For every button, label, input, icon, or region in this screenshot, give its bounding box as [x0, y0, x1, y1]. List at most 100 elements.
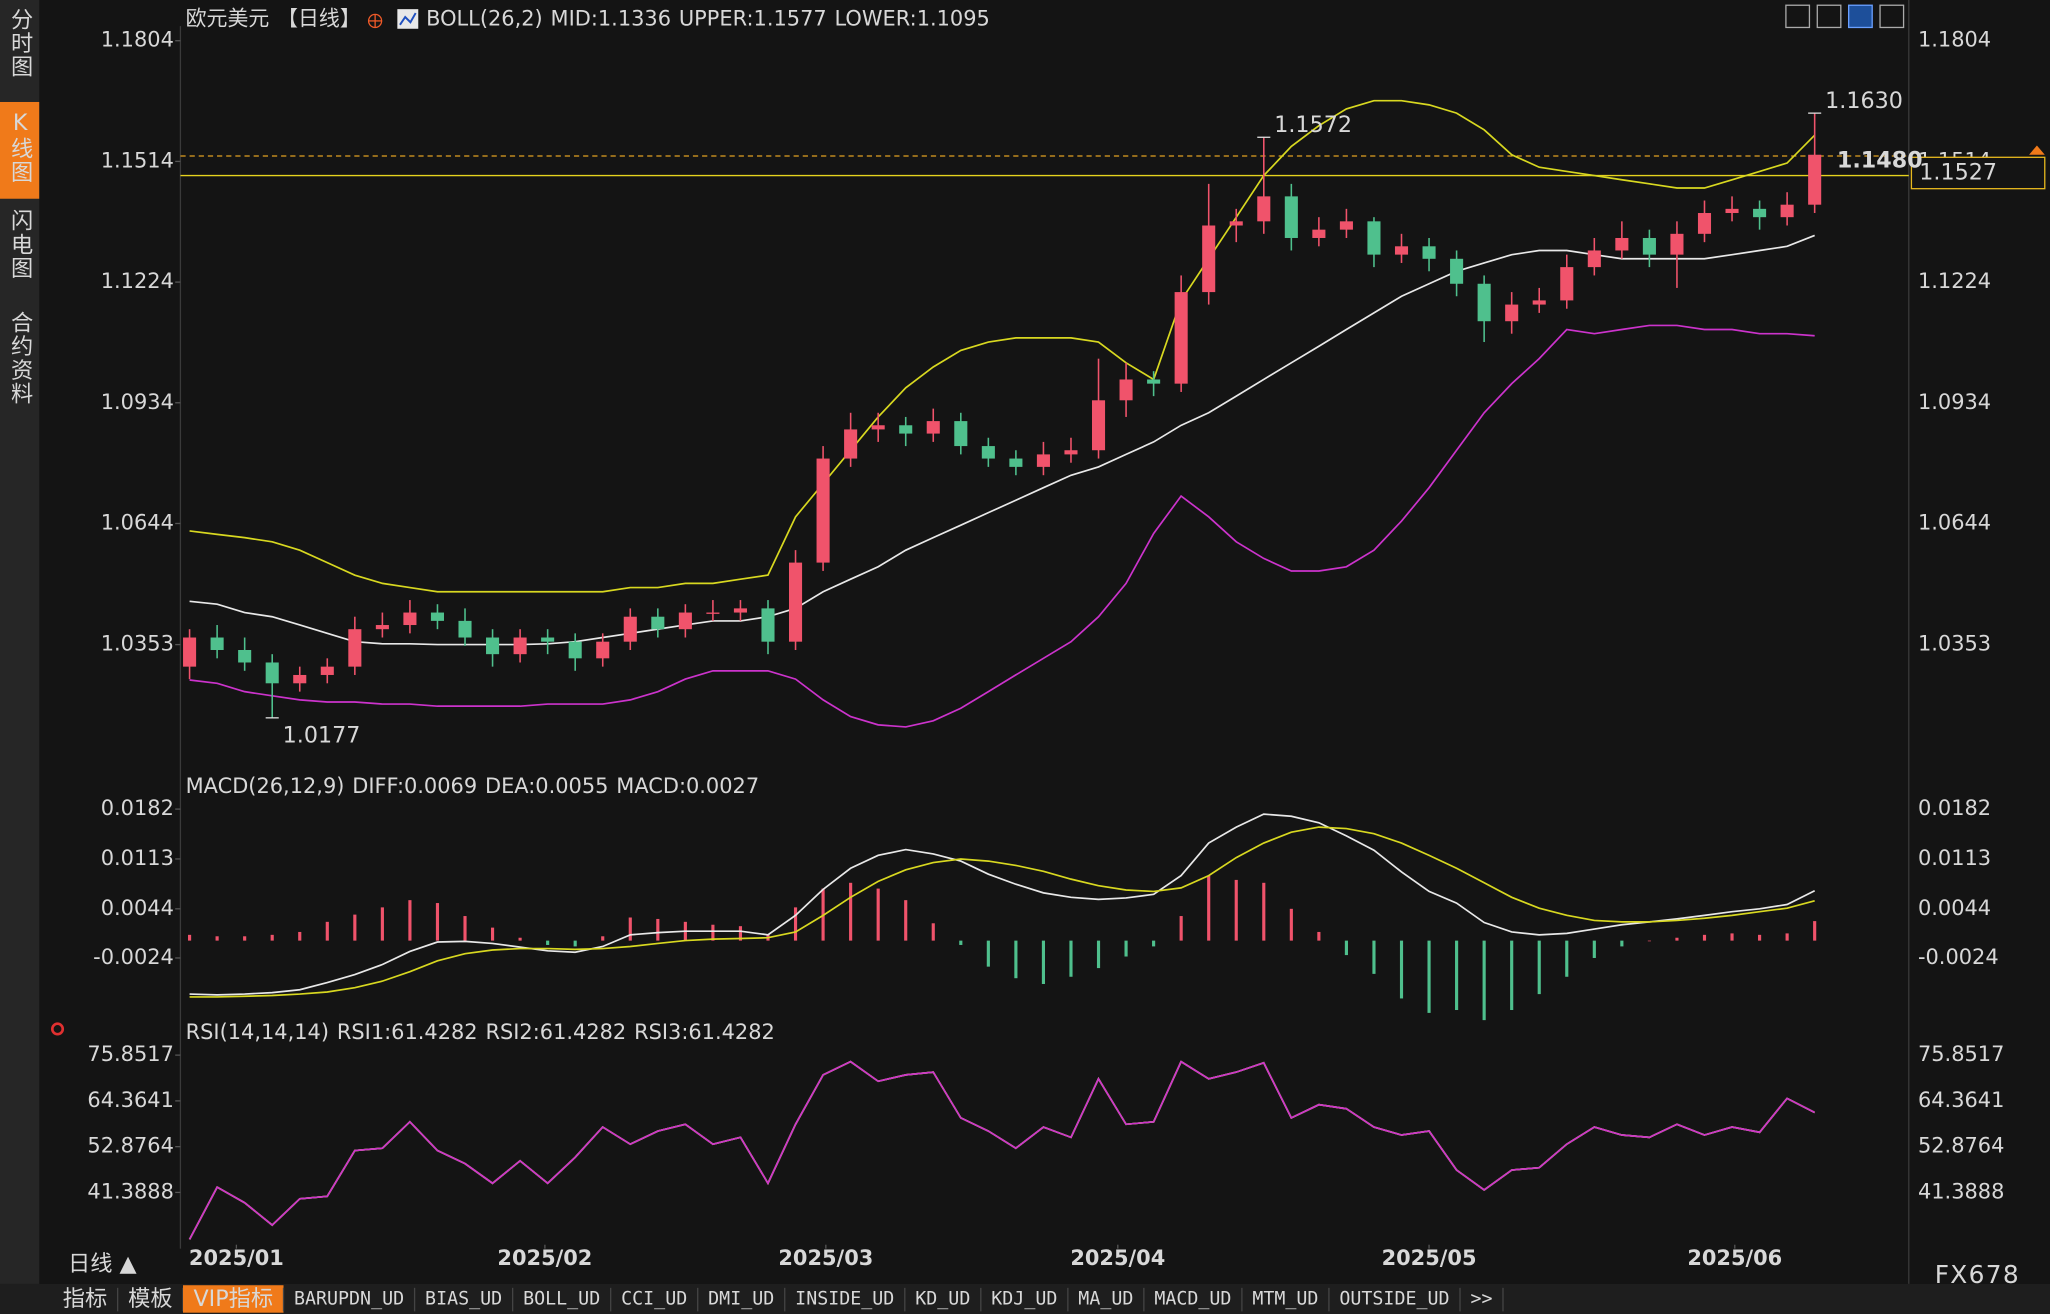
candle-body — [210, 637, 224, 651]
bottom-tab[interactable]: BOLL_UD — [523, 1289, 600, 1310]
candle-body — [1670, 233, 1684, 255]
y-tick-label: 1.1224 — [101, 269, 174, 293]
bottom-tab[interactable]: 模板 — [128, 1286, 172, 1312]
tab-group: KDJ_UD — [991, 1287, 1069, 1312]
x-tick-label: 2025/02 — [497, 1246, 592, 1270]
indicator-line — [189, 826, 1815, 998]
bottom-tab[interactable]: CCI_UD — [621, 1289, 687, 1310]
legend-entry: RSI1:61.4282 — [337, 1020, 478, 1044]
period-toggle[interactable]: 日线 ▲ — [68, 1251, 137, 1277]
macd-bar — [1234, 879, 1238, 941]
candle-body — [954, 421, 968, 447]
candle-body — [789, 562, 803, 642]
y-tick-label: 1.1804 — [101, 28, 174, 52]
icon[interactable] — [1848, 4, 1873, 29]
tab-group: 指标 — [63, 1286, 119, 1312]
tab-group: MA_UD — [1078, 1287, 1145, 1312]
candle-body — [981, 446, 995, 459]
candle-body — [238, 650, 252, 663]
y-tick-label: 75.8517 — [87, 1042, 173, 1066]
bottom-tab[interactable]: BARUPDN_UD — [294, 1289, 404, 1310]
price-box — [1910, 156, 2046, 190]
macd-bar — [1482, 940, 1486, 1021]
legend-entry: RSI3:61.4282 — [634, 1020, 775, 1044]
bottom-tab[interactable]: INSIDE_UD — [795, 1289, 894, 1310]
tab-group: MACD_UD — [1154, 1287, 1243, 1312]
macd-bar — [215, 936, 219, 941]
macd-bar — [1647, 940, 1651, 942]
macd-bar — [1069, 940, 1073, 977]
icon — [50, 1022, 65, 1036]
bottom-tab[interactable]: OUTSIDE_UD — [1339, 1289, 1449, 1310]
tab-group: BARUPDN_UD — [294, 1287, 416, 1312]
bottom-tab[interactable]: MTM_UD — [1252, 1289, 1318, 1310]
sidebar-tab[interactable]: 分时图 — [7, 7, 33, 78]
macd-bar — [380, 907, 384, 941]
candle-body — [1587, 250, 1601, 268]
macd-bar — [573, 940, 577, 947]
sidebar-tab[interactable]: 合约资料 — [7, 311, 33, 406]
macd-bar — [1455, 940, 1459, 1011]
macd-bar — [876, 888, 880, 941]
candle-body — [293, 674, 307, 684]
tab-group: >> — [1470, 1287, 1504, 1312]
bottom-tab[interactable]: BIAS_UD — [425, 1289, 502, 1310]
candle-body — [899, 425, 913, 434]
macd-bar — [904, 900, 908, 941]
candle-body — [1394, 246, 1409, 255]
macd-bar — [1813, 921, 1817, 941]
bottom-tab[interactable]: DMI_UD — [708, 1289, 774, 1310]
macd-bar — [1289, 908, 1293, 941]
candle-body — [1642, 237, 1656, 255]
macd-bar — [353, 914, 357, 941]
bottom-tab[interactable]: VIP指标 — [193, 1286, 273, 1312]
tab-group: MTM_UD — [1252, 1287, 1330, 1312]
bottom-tab[interactable]: MACD_UD — [1154, 1289, 1231, 1310]
tab-bg — [183, 1285, 284, 1313]
candle-body — [1780, 204, 1794, 218]
candle-body — [1202, 225, 1216, 293]
y2-tick-label: 1.1804 — [1918, 28, 1991, 52]
macd-bar — [1675, 937, 1679, 941]
y2-tick-label: 64.3641 — [1918, 1088, 2004, 1112]
macd-bar — [711, 924, 715, 941]
icon[interactable] — [1785, 4, 1811, 29]
macd-bar — [959, 940, 963, 945]
bottom-tab[interactable]: >> — [1470, 1289, 1492, 1310]
candle-body — [513, 637, 527, 655]
extreme-label: 1.1572 — [1274, 112, 1352, 138]
bottom-tab[interactable]: KDJ_UD — [991, 1289, 1057, 1310]
icon[interactable] — [1816, 4, 1842, 29]
candle-body — [1036, 454, 1050, 467]
indicator-icon — [399, 12, 417, 26]
candle-body — [816, 458, 830, 563]
bottom-tab[interactable]: MA_UD — [1078, 1289, 1133, 1310]
macd-bar — [931, 923, 935, 941]
y2-tick-label: 41.3888 — [1918, 1179, 2004, 1203]
candle-body — [844, 429, 858, 459]
y2-tick-label: 0.0182 — [1918, 796, 1991, 820]
bottom-tab[interactable]: KD_UD — [915, 1289, 970, 1310]
legend-entry: MACD:0.0027 — [616, 774, 759, 798]
sidebar-tab[interactable]: K线图 — [7, 110, 33, 184]
candle-body — [1147, 379, 1161, 384]
candle-body — [568, 641, 582, 659]
y2-tick-label: 1.0353 — [1918, 632, 1991, 656]
y2-tick-label: 1.0934 — [1918, 390, 1991, 414]
tab-group: BIAS_UD — [425, 1287, 514, 1312]
icon[interactable] — [1879, 4, 1905, 29]
bottom-tab[interactable]: 指标 — [63, 1286, 107, 1312]
candle-body — [623, 616, 637, 642]
candle-body — [1422, 246, 1436, 259]
sun-icon — [50, 1022, 65, 1036]
sidebar-tab[interactable]: 闪电图 — [7, 209, 33, 280]
tab-group: VIP指标 — [183, 1285, 285, 1313]
y-tick-label: 1.0644 — [101, 510, 174, 534]
candle-body — [320, 666, 334, 675]
tab-group: BOLL_UD — [523, 1287, 612, 1312]
macd-bar — [1758, 934, 1762, 941]
tab-group: DMI_UD — [708, 1287, 786, 1312]
candle-body — [1119, 379, 1133, 401]
